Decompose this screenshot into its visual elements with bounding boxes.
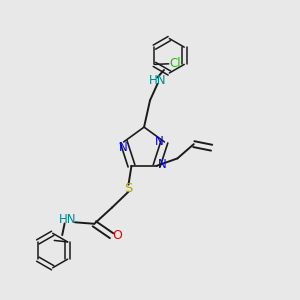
Text: O: O [112, 229, 122, 242]
Text: N: N [158, 158, 166, 171]
Text: N: N [119, 141, 128, 154]
Text: Cl: Cl [169, 57, 181, 70]
Text: N: N [155, 134, 164, 148]
Text: HN: HN [149, 74, 166, 87]
Text: HN: HN [59, 213, 76, 226]
Text: S: S [124, 182, 133, 195]
